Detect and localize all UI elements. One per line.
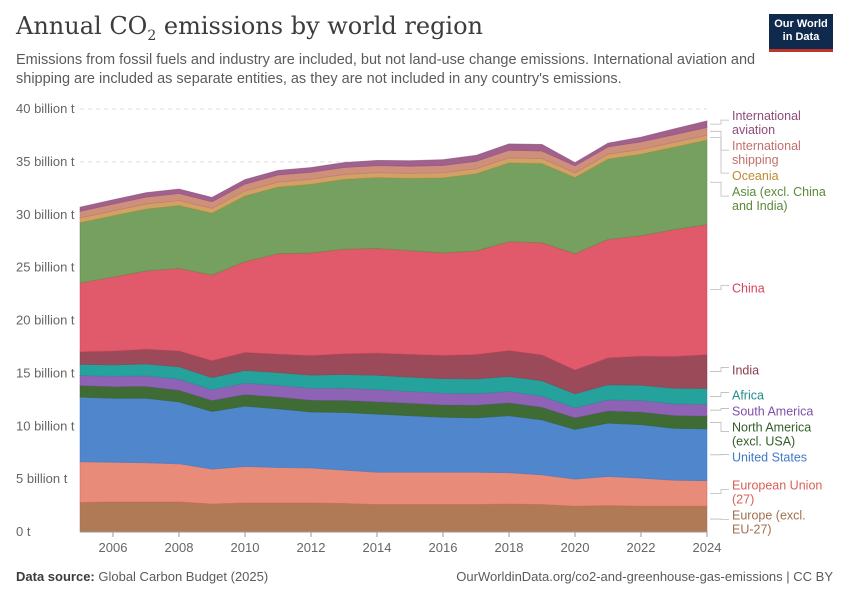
legend-label-india[interactable]: India [732, 364, 759, 378]
legend-connector [710, 392, 729, 397]
data-source-text[interactable]: Global Carbon Budget (2025) [94, 569, 269, 584]
x-axis: 2006 2008 2010 2012 2014 2016 2018 2020 2022 2024 [80, 531, 722, 555]
y-tick-label: 10 billion t [16, 418, 75, 433]
x-tick-label: 2016 [429, 540, 458, 555]
legend-label-europe-excl-eu-27[interactable]: Europe (excl. [732, 508, 806, 522]
legend[interactable]: InternationalaviationInternationalshippi… [710, 109, 826, 536]
chart-title: Annual CO2 emissions by world region [16, 12, 484, 44]
legend-label-international-aviation[interactable]: aviation [732, 123, 775, 137]
x-tick-label: 2006 [99, 540, 128, 555]
legend-connector [710, 408, 729, 411]
legend-label-united-states[interactable]: United States [732, 450, 807, 464]
legend-label-south-america[interactable]: South America [732, 404, 813, 418]
legend-label-international-shipping[interactable]: shipping [732, 153, 779, 167]
legend-connector [710, 181, 729, 197]
legend-label-international-shipping[interactable]: International [732, 139, 801, 153]
x-tick-label: 2020 [561, 540, 590, 555]
x-tick-label: 2022 [627, 540, 656, 555]
x-tick-label: 2010 [231, 540, 260, 555]
x-tick-label: 2024 [693, 540, 722, 555]
legend-label-international-aviation[interactable]: International [732, 109, 801, 123]
legend-label-oceania[interactable]: Oceania [732, 169, 779, 183]
data-source: Data source: Global Carbon Budget (2025) [16, 569, 268, 584]
logo-line-2: in Data [782, 31, 820, 43]
legend-connector [710, 489, 729, 494]
legend-label-china[interactable]: China [732, 282, 765, 296]
legend-label-asia-excl-china-and-india[interactable]: and India) [732, 199, 788, 213]
area-europe-excl-eu-27[interactable] [79, 501, 708, 533]
legend-connector [710, 285, 729, 291]
legend-connector [710, 422, 729, 432]
legend-connector [710, 367, 729, 372]
legend-label-european-union-27[interactable]: European Union [732, 478, 822, 492]
legend-label-asia-excl-china-and-india[interactable]: Asia (excl. China [732, 185, 826, 199]
y-tick-label: 25 billion t [16, 260, 75, 275]
legend-connector [710, 130, 729, 151]
legend-label-european-union-27[interactable]: (27) [732, 492, 754, 506]
footer-link[interactable]: OurWorldinData.org/co2-and-greenhouse-ga… [456, 569, 833, 584]
x-tick-label: 2012 [297, 540, 326, 555]
legend-connector [710, 119, 729, 125]
area-international-aviation[interactable] [79, 120, 708, 212]
y-tick-label: 5 billion t [16, 471, 68, 486]
x-tick-label: 2014 [363, 540, 392, 555]
y-tick-label: 30 billion t [16, 207, 75, 222]
y-tick-label: 20 billion t [16, 313, 75, 328]
data-source-label: Data source: [16, 569, 95, 584]
y-tick-label: 40 billion t [16, 101, 75, 116]
legend-connector [710, 137, 729, 174]
owid-logo[interactable]: Our World in Data [769, 14, 833, 52]
legend-label-north-america-excl-usa[interactable]: (excl. USA) [732, 434, 795, 448]
legend-label-africa[interactable]: Africa [732, 388, 764, 402]
y-axis: 0 t 5 billion t 10 billion t 15 billion t 20… [16, 101, 75, 539]
y-tick-label: 0 t [16, 524, 31, 539]
chart-subtitle: Emissions from fossil fuels and industry… [16, 52, 756, 87]
y-tick-label: 15 billion t [16, 365, 75, 380]
y-tick-label: 35 billion t [16, 154, 75, 169]
legend-label-europe-excl-eu-27[interactable]: EU-27) [732, 522, 772, 536]
area-series[interactable] [79, 120, 708, 533]
x-tick-label: 2008 [165, 540, 194, 555]
legend-label-north-america-excl-usa[interactable]: North America [732, 420, 811, 434]
x-tick-label: 2018 [495, 540, 524, 555]
logo-line-1: Our World [774, 18, 828, 30]
